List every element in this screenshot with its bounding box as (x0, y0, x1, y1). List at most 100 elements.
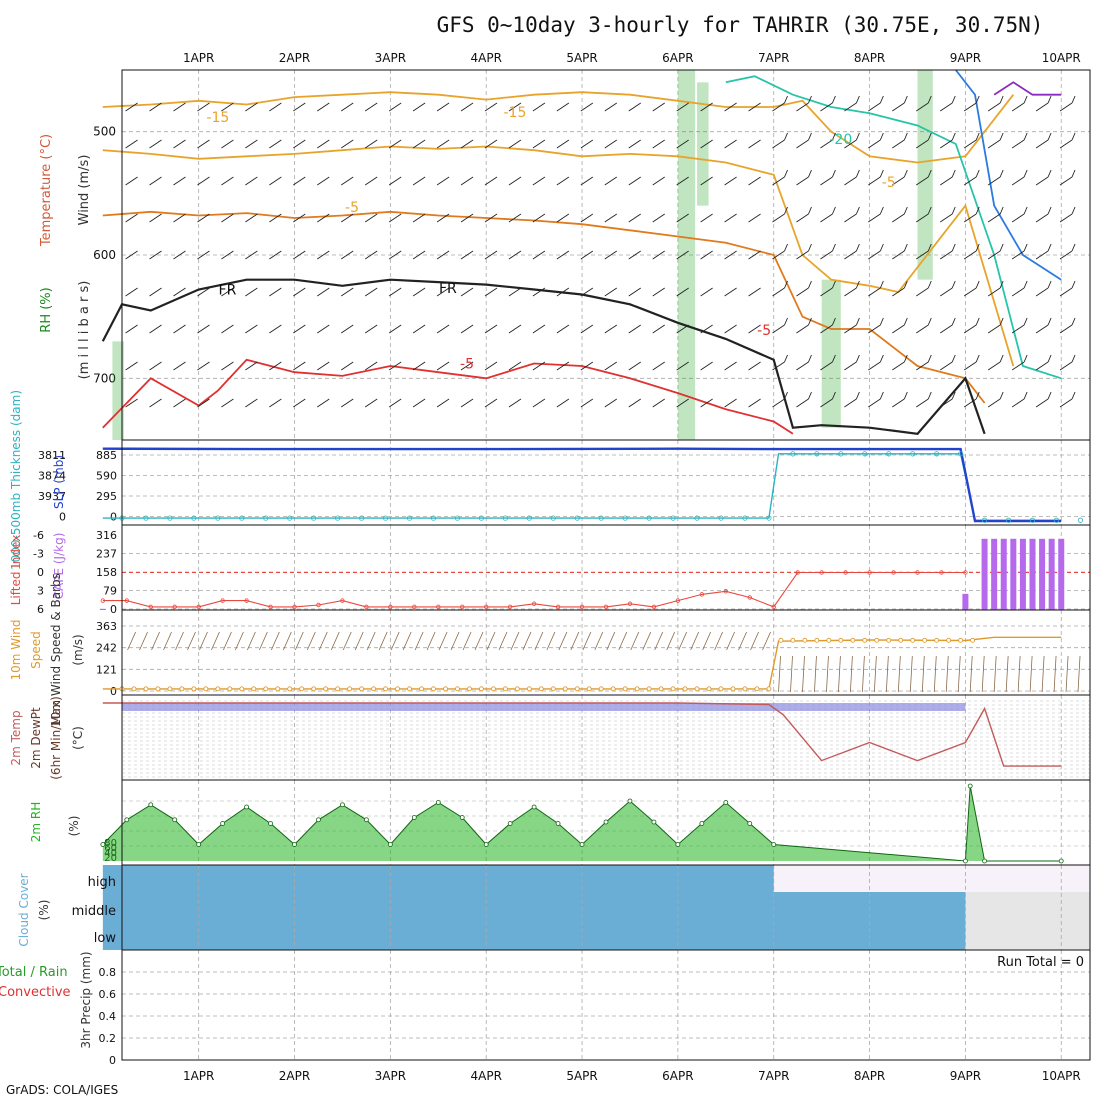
wind-barb (700, 213, 713, 223)
wind-barb (364, 139, 378, 149)
wind-barb (486, 631, 496, 651)
wind-barb (125, 287, 138, 297)
wind-speed-marker (550, 686, 556, 692)
wind-speed-marker (335, 686, 341, 692)
wind-speed-marker (910, 637, 916, 643)
wind-speed-marker (419, 686, 424, 692)
wind-barb (652, 250, 665, 260)
wind-barb (1023, 169, 1028, 178)
cape-bar (981, 538, 988, 610)
wind-barb (436, 139, 450, 149)
wind-barb (820, 287, 833, 297)
y-tick-label: 0 (109, 1054, 116, 1067)
ylabel-thickness: 1000-500mb Thickness (dam) (9, 390, 23, 570)
wind-barb (784, 317, 788, 326)
wind-speed-marker (826, 637, 832, 643)
lifted-index-marker (196, 604, 201, 610)
wind-barb (460, 250, 474, 260)
wind-barb (844, 361, 857, 371)
wind-barb (245, 398, 258, 408)
rh-marker (387, 842, 393, 847)
wind-barb (340, 398, 354, 408)
x-tick-label-top: 8APR (854, 51, 885, 65)
temp-2m-line (102, 702, 1062, 767)
thickness-marker (646, 515, 652, 521)
lifted-index-marker (460, 604, 465, 610)
wind-barb (879, 317, 884, 326)
wind-barb (916, 213, 929, 223)
lifted-index-marker (364, 604, 369, 610)
wind-barb (951, 169, 956, 178)
wind-barb (868, 250, 881, 260)
wind-barb (999, 95, 1004, 104)
wind-barb (879, 354, 884, 363)
y-tick-label-lifted: -3 (33, 548, 44, 561)
lifted-index-line (102, 571, 966, 608)
thickness-marker (1005, 517, 1012, 523)
wind-barb (700, 361, 713, 371)
wind-barb (317, 250, 330, 260)
wind-barb (808, 132, 812, 141)
wind-barb (820, 139, 833, 149)
wind-barb (436, 176, 450, 186)
wind-barb (149, 324, 162, 334)
wind-barb (269, 139, 282, 149)
wind-barb (306, 631, 316, 651)
wind-barb (149, 287, 162, 297)
ylabel-wind: Wind (m/s) (77, 155, 92, 226)
wind-barb (951, 95, 956, 104)
y-tick-label: 242 (96, 642, 117, 655)
wind-barb (197, 361, 210, 371)
wind-barb (916, 250, 929, 260)
wind-barb (245, 324, 258, 334)
wind-barb (903, 317, 908, 326)
wind-speed-marker (766, 686, 772, 692)
wind-barb (412, 324, 426, 334)
wind-barb (916, 361, 929, 371)
wind-barb (885, 655, 889, 693)
wind-barb (364, 361, 378, 371)
wind-barb (999, 391, 1004, 400)
temperature-contour (725, 75, 1062, 380)
wind-barb (221, 398, 234, 408)
wind-barb (987, 398, 1001, 408)
wind-barb (221, 250, 234, 260)
wind-barb (173, 361, 186, 371)
wind-barb (173, 287, 186, 297)
wind-barb (927, 280, 932, 289)
thickness-marker (550, 515, 556, 521)
wind-speed-marker (742, 686, 748, 692)
wind-barb (969, 655, 973, 693)
wind-barb (364, 250, 378, 260)
wind-barb (820, 176, 833, 186)
wind-barb (460, 176, 474, 186)
wind-barb (855, 391, 860, 400)
wind-barb (903, 391, 908, 400)
wind-speed-marker (155, 686, 161, 692)
wind-barb (916, 176, 929, 186)
wind-barb (849, 655, 853, 693)
wind-barb (604, 398, 618, 408)
wind-barb (832, 132, 836, 141)
wind-barb (317, 361, 330, 371)
wind-barb (580, 139, 594, 149)
rh-marker (459, 815, 465, 820)
wind-barb (796, 139, 809, 149)
wind-speed-marker (323, 686, 329, 692)
wind-barb (293, 398, 306, 408)
wind-barb (1047, 243, 1052, 252)
wind-barb (412, 398, 426, 408)
wind-barb (245, 250, 258, 260)
wind-barb (364, 213, 378, 223)
wind-barb (676, 102, 689, 112)
wind-barb (700, 102, 713, 112)
wind-barb (149, 102, 162, 112)
lifted-index-marker (316, 602, 321, 608)
wind-barb (750, 631, 759, 651)
wind-barb (558, 631, 568, 651)
ylabel-wind-units: (m/s) (71, 634, 85, 665)
wind-barb (796, 102, 809, 112)
wind-barb (532, 398, 546, 408)
wind-barb (293, 324, 306, 334)
wind-barb (987, 213, 1001, 223)
